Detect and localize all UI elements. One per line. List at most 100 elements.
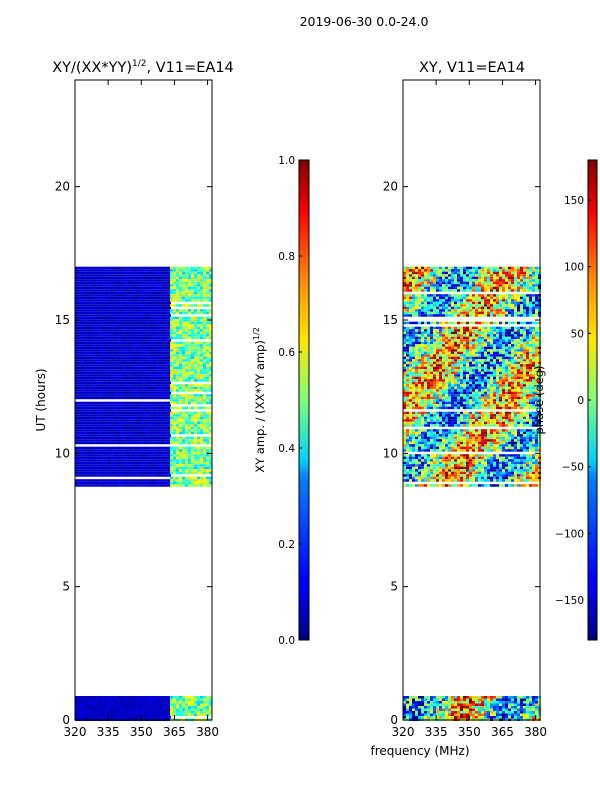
heatmap-cell: [111, 446, 114, 450]
heatmap-cell: [173, 706, 176, 709]
heatmap-cell: [159, 419, 162, 422]
heatmap-cell: [406, 266, 409, 270]
heatmap-cell: [75, 359, 78, 362]
heatmap-cell: [203, 399, 206, 402]
heatmap-cell: [150, 424, 153, 427]
heatmap-cell: [206, 351, 209, 355]
heatmap-cell: [126, 344, 129, 347]
heatmap-cell: [188, 451, 191, 455]
heatmap-cell: [209, 379, 212, 382]
heatmap-cell: [114, 294, 117, 297]
heatmap-cell: [469, 299, 472, 302]
heatmap-cell: [75, 409, 78, 412]
heatmap-cell: [165, 446, 168, 450]
heatmap-cell: [117, 379, 120, 382]
heatmap-cell: [138, 464, 141, 467]
heatmap-cell: [451, 284, 454, 287]
heatmap-cell: [442, 304, 445, 307]
heatmap-cell: [84, 401, 87, 405]
heatmap-cell: [114, 479, 117, 482]
heatmap-cell: [105, 696, 108, 699]
heatmap-cell: [114, 359, 117, 362]
heatmap-cell: [123, 281, 126, 285]
heatmap-cell: [206, 366, 209, 370]
heatmap-cell: [108, 716, 111, 719]
heatmap-cell: [123, 429, 126, 432]
heatmap-cell: [502, 299, 505, 302]
heatmap-cell: [90, 708, 93, 711]
heatmap-cell: [508, 299, 511, 302]
heatmap-cell: [179, 326, 182, 330]
heatmap-cell: [159, 439, 162, 442]
heatmap-cell: [182, 334, 185, 337]
heatmap-cell: [108, 354, 111, 357]
heatmap-cell: [132, 459, 135, 462]
heatmap-cell: [126, 274, 129, 277]
heatmap-cell: [463, 266, 466, 270]
heatmap-cell: [120, 321, 123, 325]
heatmap-cell: [87, 371, 90, 375]
heatmap-cell: [84, 361, 87, 365]
heatmap-cell: [523, 296, 526, 300]
heatmap-cell: [102, 346, 105, 350]
heatmap-cell: [451, 289, 454, 292]
heatmap-cell: [478, 296, 481, 300]
heatmap-cell: [126, 406, 129, 410]
heatmap-cell: [90, 381, 93, 385]
heatmap-cell: [520, 266, 523, 270]
heatmap-cell: [108, 344, 111, 347]
heatmap-cell: [209, 266, 212, 270]
heatmap-cell: [114, 449, 117, 452]
heatmap-cell: [156, 419, 159, 422]
heatmap-cell: [445, 266, 448, 270]
heatmap-cell: [191, 351, 194, 355]
heatmap-cell: [117, 276, 120, 280]
heatmap-cell: [99, 369, 102, 372]
heatmap-cell: [129, 331, 132, 335]
heatmap-cell: [129, 379, 132, 382]
heatmap-cell: [111, 379, 114, 382]
heatmap-cell: [105, 344, 108, 347]
heatmap-cell: [84, 291, 87, 295]
heatmap-cell: [105, 481, 108, 485]
heatmap-cell: [508, 284, 511, 287]
heatmap-cell: [206, 436, 209, 440]
heatmap-cell: [529, 266, 532, 270]
heatmap-cell: [90, 289, 93, 292]
heatmap-cell: [206, 476, 209, 480]
heatmap-cell: [102, 419, 105, 422]
heatmap-cell: [165, 449, 168, 452]
heatmap-cell: [194, 696, 197, 699]
heatmap-cell: [197, 399, 200, 402]
heatmap-cell: [209, 304, 212, 307]
heatmap-cell: [141, 286, 144, 290]
heatmap-cell: [203, 366, 206, 370]
heatmap-cell: [162, 381, 165, 385]
heatmap-cell: [182, 439, 185, 442]
heatmap-cell: [75, 421, 78, 425]
heatmap-cell: [96, 449, 99, 452]
heatmap-cell: [120, 409, 123, 412]
heatmap-cell: [194, 321, 197, 325]
heatmap-cell: [129, 291, 132, 295]
heatmap-cell: [105, 394, 108, 397]
heatmap-cell: [75, 471, 78, 475]
heatmap-cell: [182, 454, 185, 457]
heatmap-cell: [129, 479, 132, 482]
heatmap-cell: [126, 411, 129, 415]
heatmap-cell: [153, 381, 156, 385]
heatmap-cell: [123, 299, 126, 302]
heatmap-cell: [424, 301, 427, 305]
heatmap-cell: [170, 316, 173, 320]
heatmap-cell: [185, 319, 188, 322]
heatmap-cell: [156, 439, 159, 442]
heatmap-cell: [511, 284, 514, 287]
heatmap-cell: [427, 299, 430, 302]
heatmap-cell: [508, 296, 511, 300]
heatmap-cell: [209, 469, 212, 472]
heatmap-cell: [126, 439, 129, 442]
heatmap-cell: [150, 301, 153, 305]
heatmap-cell: [170, 311, 173, 315]
heatmap-cell: [117, 416, 120, 420]
heatmap-cell: [126, 713, 129, 716]
